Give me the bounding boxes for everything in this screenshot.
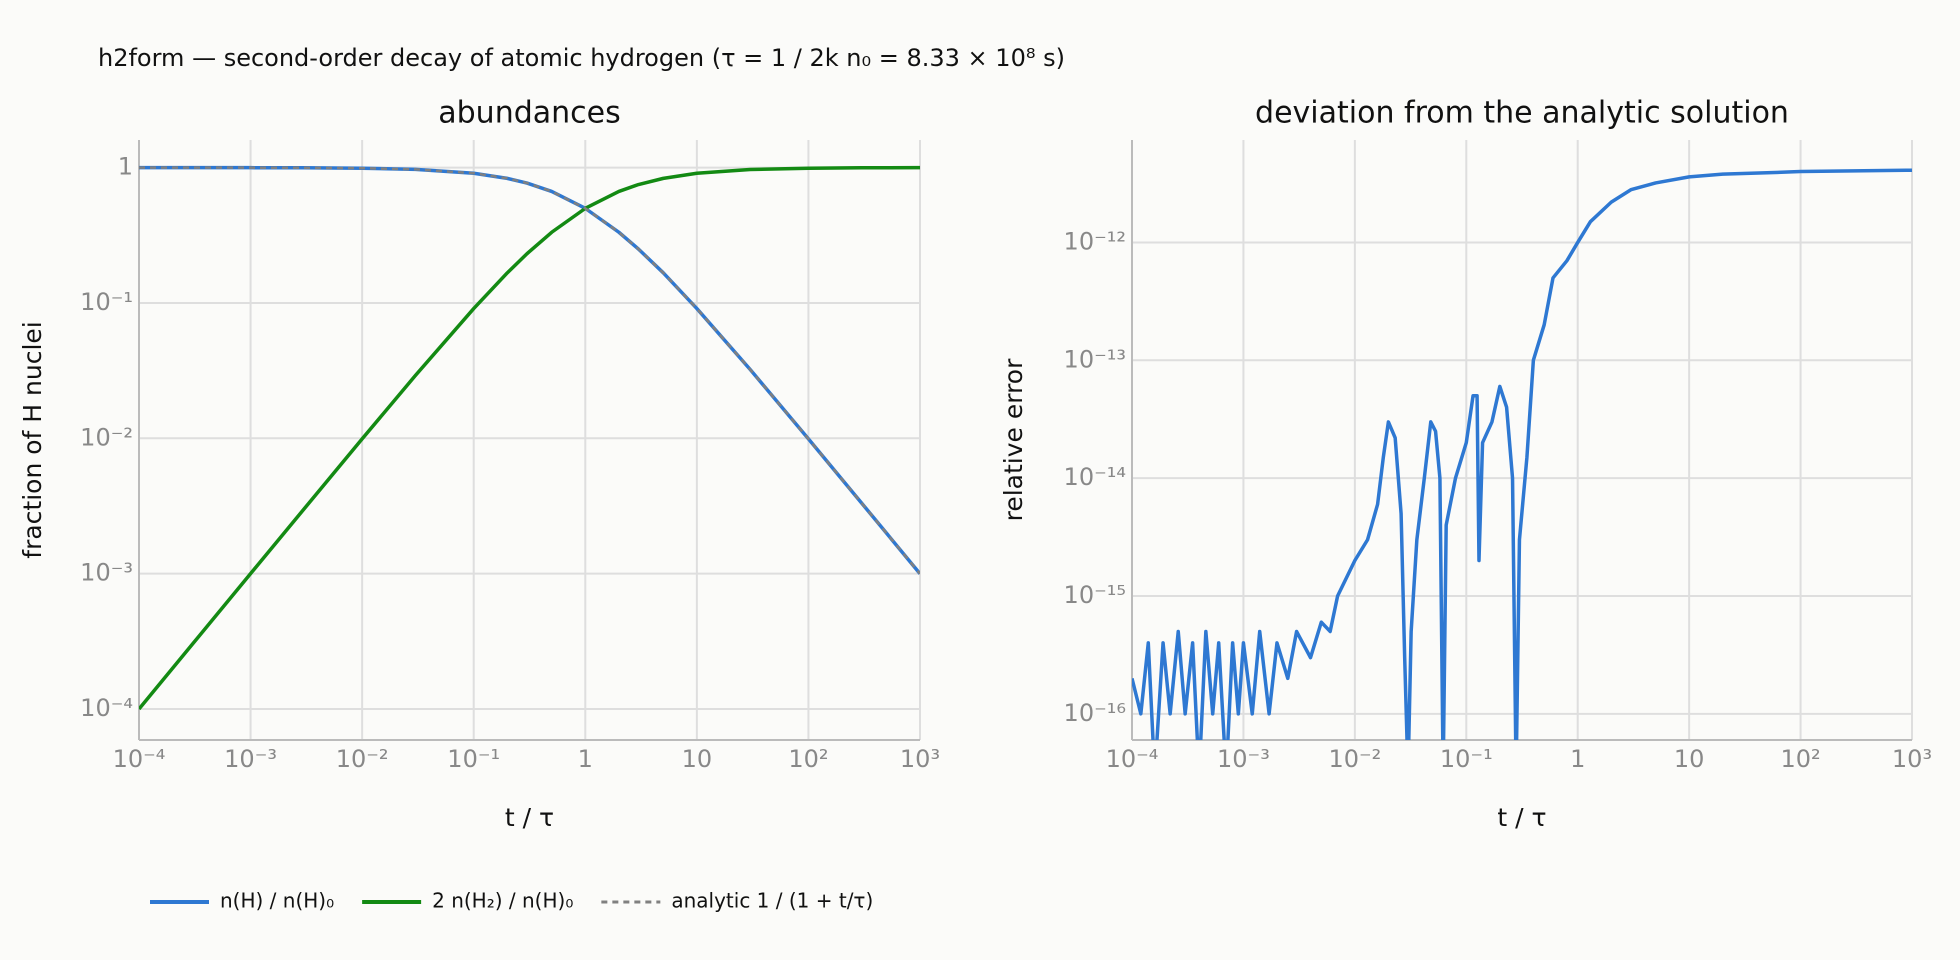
y-tick-label: 10⁻¹⁶ bbox=[1064, 699, 1126, 727]
x-tick-label: 10⁻³ bbox=[224, 745, 277, 773]
x-tick-label: 1 bbox=[1570, 745, 1585, 773]
chart-title: deviation from the analytic solution bbox=[1255, 96, 1789, 131]
x-tick-label: 10³ bbox=[900, 745, 940, 773]
x-tick-label: 10² bbox=[788, 745, 828, 773]
y-tick-label: 10⁻¹ bbox=[80, 288, 133, 316]
x-tick-label: 10⁻² bbox=[336, 745, 389, 773]
series-line bbox=[1132, 168, 1912, 740]
y-axis-label: fraction of H nuclei bbox=[18, 321, 47, 558]
chart-title: abundances bbox=[438, 96, 620, 131]
x-tick-label: 10⁻⁴ bbox=[113, 745, 166, 773]
y-tick-label: 10⁻¹⁵ bbox=[1064, 581, 1126, 609]
y-tick-label: 10⁻² bbox=[80, 423, 133, 451]
legend-label: n(H) / n(H)₀ bbox=[220, 889, 334, 913]
y-axis-label: relative error bbox=[999, 358, 1028, 521]
legend-label: 2 n(H₂) / n(H)₀ bbox=[432, 889, 573, 913]
x-tick-label: 10 bbox=[682, 745, 713, 773]
legend-label: analytic 1 / (1 + t/τ) bbox=[671, 889, 873, 913]
x-tick-label: 1 bbox=[578, 745, 593, 773]
x-tick-label: 10² bbox=[1780, 745, 1820, 773]
y-tick-label: 10⁻⁴ bbox=[80, 694, 133, 722]
x-tick-label: 10⁻⁴ bbox=[1106, 745, 1159, 773]
y-tick-label: 10⁻¹³ bbox=[1064, 345, 1126, 373]
figure-title: h2form — second-order decay of atomic hy… bbox=[98, 44, 1065, 72]
x-axis-label: t / τ bbox=[505, 803, 554, 832]
y-tick-label: 1 bbox=[118, 153, 133, 181]
series-line bbox=[139, 166, 920, 575]
x-tick-label: 10⁻¹ bbox=[447, 745, 500, 773]
y-tick-label: 10⁻¹² bbox=[1064, 227, 1126, 255]
x-tick-label: 10⁻² bbox=[1328, 745, 1381, 773]
x-tick-label: 10 bbox=[1674, 745, 1705, 773]
x-tick-label: 10⁻³ bbox=[1217, 745, 1270, 773]
x-axis-label: t / τ bbox=[1497, 803, 1546, 832]
x-tick-label: 10⁻¹ bbox=[1440, 745, 1493, 773]
series-line bbox=[139, 165, 920, 711]
x-tick-label: 10³ bbox=[1892, 745, 1932, 773]
y-tick-label: 10⁻³ bbox=[80, 559, 133, 587]
y-tick-label: 10⁻¹⁴ bbox=[1064, 463, 1126, 491]
